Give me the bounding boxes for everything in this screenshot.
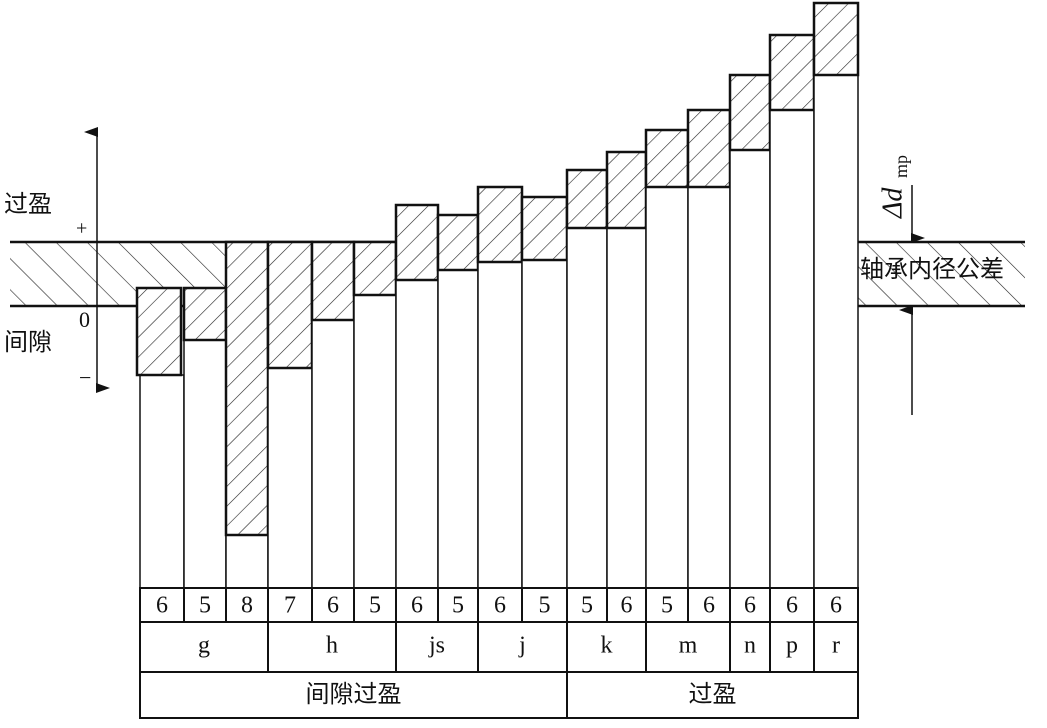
column-body (353, 294, 397, 589)
tolerance-zone (520, 195, 569, 262)
tolerance-zone (728, 73, 772, 152)
tolerance-zone (266, 240, 314, 370)
label: 轴承内径公差 (860, 255, 1004, 283)
tolerance-zone (182, 286, 228, 342)
column-body (566, 227, 608, 589)
tolerance-zone (436, 213, 480, 272)
fit-group: 间隙过盈 (306, 680, 402, 708)
grade: 6 (703, 593, 715, 619)
grade: 6 (327, 593, 339, 619)
tolerance-zone (310, 240, 356, 322)
fit-letter: n (744, 633, 756, 659)
fit-letter: g (198, 633, 210, 659)
label: + (76, 218, 87, 240)
grade: 5 (199, 593, 211, 619)
fit-letter: r (832, 633, 840, 659)
column-body (395, 279, 439, 589)
grade: 6 (744, 593, 756, 619)
grade: 6 (411, 593, 423, 619)
grade: 6 (621, 593, 633, 619)
delta-subscript: mp (891, 155, 911, 178)
label: − (79, 365, 91, 390)
table: 6 5 8 7 6 5 6 5 6 5 5 6 5 6 6 6 6 g h js j k m n p r 间隙过盈 过盈 (139, 587, 859, 719)
grade: 5 (369, 593, 381, 619)
column-body (267, 367, 313, 589)
tolerance-zone (394, 203, 440, 282)
columns (135, 1, 860, 589)
fit-letter: k (601, 633, 613, 659)
delta-symbol: Δd (877, 187, 908, 219)
label: 间隙 (4, 328, 52, 356)
label: 过盈 (4, 190, 52, 218)
column-body (729, 149, 771, 589)
grade: 5 (452, 593, 464, 619)
grade: 6 (494, 593, 506, 619)
column-body (183, 339, 227, 589)
tolerance-zone (352, 240, 398, 297)
grade: 5 (581, 593, 593, 619)
grade: 5 (539, 593, 551, 619)
tolerance-zone (476, 185, 524, 264)
grade: 6 (830, 593, 842, 619)
column-body (521, 259, 568, 589)
tolerance-zone (768, 33, 816, 112)
grade: 8 (241, 593, 253, 619)
tolerance-zone (224, 240, 270, 537)
column-body (645, 186, 689, 589)
grade: 6 (786, 593, 798, 619)
column-body (813, 74, 859, 589)
column-body (437, 269, 479, 589)
column-body (225, 534, 269, 589)
fit-letter: h (326, 633, 338, 659)
tolerance-zone (565, 168, 609, 230)
fit-letter: j (518, 633, 526, 659)
tolerance-zone (135, 286, 183, 377)
fit-letter: js (428, 633, 445, 659)
delta-label: Δd mp (877, 155, 911, 219)
tolerance-zone (812, 1, 860, 77)
table-frame (139, 587, 859, 719)
label: 0 (79, 307, 90, 332)
grade: 5 (661, 593, 673, 619)
tolerance-zone (605, 150, 648, 230)
column-body (139, 374, 185, 589)
column-body (769, 109, 815, 589)
column-body (477, 261, 523, 589)
column-body (606, 227, 647, 589)
fit-letter: m (679, 633, 698, 659)
grade: 7 (284, 593, 296, 619)
tolerance-zone (686, 108, 732, 189)
tolerance-zone (644, 128, 690, 189)
column-body (311, 319, 355, 589)
column-body (687, 186, 731, 589)
fit-letter: p (786, 633, 798, 659)
fit-group: 过盈 (689, 680, 737, 708)
grade: 6 (156, 593, 168, 619)
